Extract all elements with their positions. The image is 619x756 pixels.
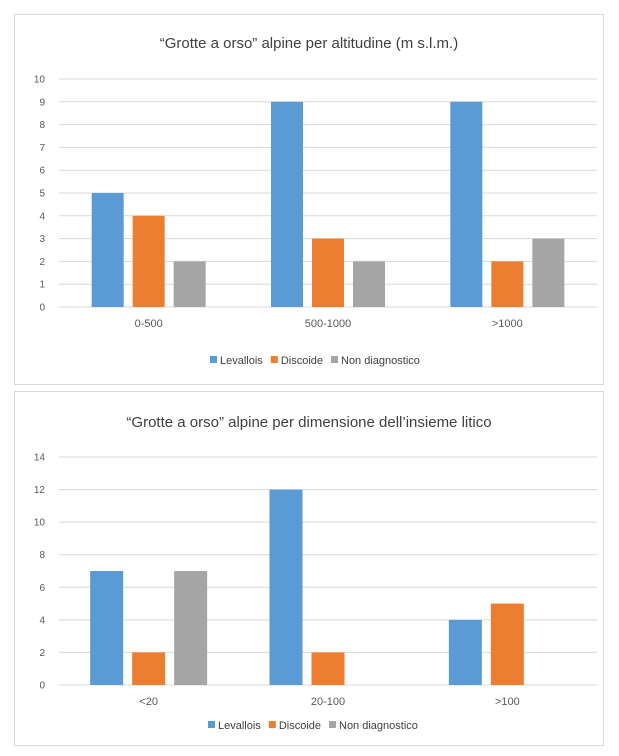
bar-levallois xyxy=(450,101,483,307)
x-category-label: 500-1000 xyxy=(305,318,352,330)
y-tick-label: 12 xyxy=(34,485,46,496)
x-category-label: >1000 xyxy=(492,318,523,330)
y-tick-label: 2 xyxy=(39,648,45,659)
y-tick-label: 8 xyxy=(39,550,45,561)
y-tick-label: 10 xyxy=(34,75,46,86)
x-category-label: 20-100 xyxy=(311,696,345,708)
legend-swatch xyxy=(208,721,215,728)
legend-label: Discoide xyxy=(281,355,323,367)
y-tick-label: 6 xyxy=(39,166,45,177)
y-tick-label: 0 xyxy=(39,681,45,692)
x-category-label: <20 xyxy=(139,696,158,708)
legend-label: Levallois xyxy=(218,720,261,732)
y-tick-label: 7 xyxy=(39,143,45,154)
bar-levallois xyxy=(91,193,124,307)
y-tick-label: 0 xyxy=(39,303,45,314)
bar-discoide xyxy=(312,238,344,307)
bar-discoide xyxy=(132,652,166,685)
y-tick-label: 10 xyxy=(34,518,46,529)
bar-levallois xyxy=(269,489,303,685)
x-category-label: 0-500 xyxy=(135,318,163,330)
bar-levallois xyxy=(448,619,482,685)
altitude-chart-panel: “Grotte a orso” alpine per altitudine (m… xyxy=(14,14,604,385)
legend-label: Levallois xyxy=(220,355,263,367)
legend-label: Non diagnostico xyxy=(341,355,420,367)
lithic-size-chart-panel: “Grotte a orso” alpine per dimensione de… xyxy=(14,391,604,746)
legend-swatch xyxy=(268,721,276,728)
lithic-size-chart: “Grotte a orso” alpine per dimensione de… xyxy=(34,414,597,732)
chart-title: “Grotte a orso” alpine per altitudine (m… xyxy=(160,35,458,52)
bar-levallois xyxy=(271,101,303,307)
bar-non-diagnostico xyxy=(353,261,385,307)
legend-label: Discoide xyxy=(279,720,321,732)
y-tick-label: 9 xyxy=(39,97,45,108)
bar-levallois xyxy=(90,571,124,685)
y-tick-label: 8 xyxy=(39,120,45,131)
bar-non-diagnostico xyxy=(532,238,565,307)
y-tick-label: 14 xyxy=(34,453,46,464)
legend-swatch xyxy=(331,356,338,363)
altitude-chart: “Grotte a orso” alpine per altitudine (m… xyxy=(34,35,597,367)
bar-discoide xyxy=(491,261,524,307)
legend-label: Non diagnostico xyxy=(339,720,418,732)
legend-swatch xyxy=(210,356,217,363)
bar-discoide xyxy=(311,652,345,685)
legend-swatch xyxy=(270,356,278,363)
y-tick-label: 5 xyxy=(39,189,45,200)
y-tick-label: 3 xyxy=(39,234,45,245)
legend-swatch xyxy=(329,721,336,728)
x-category-label: >100 xyxy=(495,696,520,708)
bar-non-diagnostico xyxy=(174,571,208,685)
y-tick-label: 6 xyxy=(39,583,45,594)
y-tick-label: 2 xyxy=(39,257,45,268)
bar-non-diagnostico xyxy=(173,261,206,307)
bar-discoide xyxy=(490,603,524,685)
y-tick-label: 4 xyxy=(39,615,45,626)
y-tick-label: 1 xyxy=(39,280,45,291)
bar-discoide xyxy=(132,215,165,307)
y-tick-label: 4 xyxy=(39,211,45,222)
chart-title: “Grotte a orso” alpine per dimensione de… xyxy=(126,414,491,431)
